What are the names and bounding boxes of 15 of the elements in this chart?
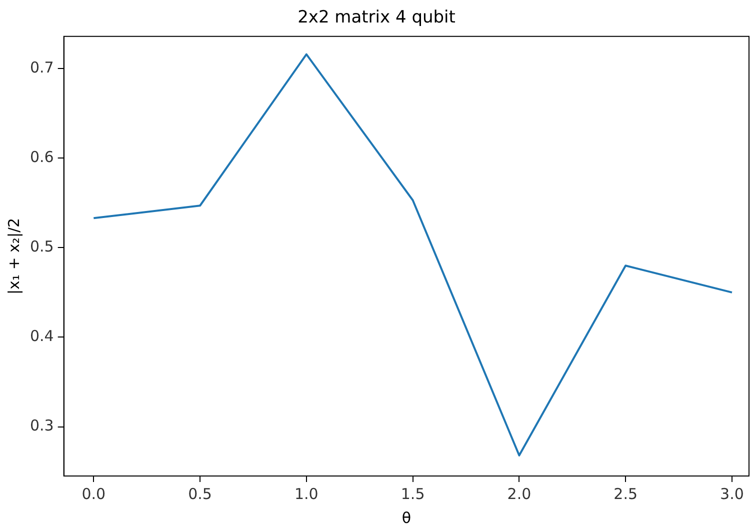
y-tick-label: 0.3: [30, 416, 54, 435]
x-tick-label: 2.0: [507, 484, 532, 503]
x-axis-title: θ: [402, 508, 412, 527]
x-tick-label: 0.5: [188, 484, 212, 503]
y-axis-title: |x₁ + x₂|/2: [4, 218, 23, 294]
y-tick-label: 0.4: [30, 327, 54, 346]
y-tick-label: 0.6: [30, 148, 54, 166]
x-tick-label: 2.5: [614, 484, 638, 503]
x-tick-label: 0.0: [82, 484, 106, 503]
x-tick-label: 1.0: [294, 484, 318, 503]
y-tick-label: 0.5: [30, 238, 54, 256]
y-tick-label: 0.7: [30, 58, 54, 77]
x-tick-label: 3.0: [720, 484, 744, 503]
chart-title: 2x2 matrix 4 qubit: [298, 8, 456, 28]
x-tick-label: 1.5: [400, 484, 425, 503]
